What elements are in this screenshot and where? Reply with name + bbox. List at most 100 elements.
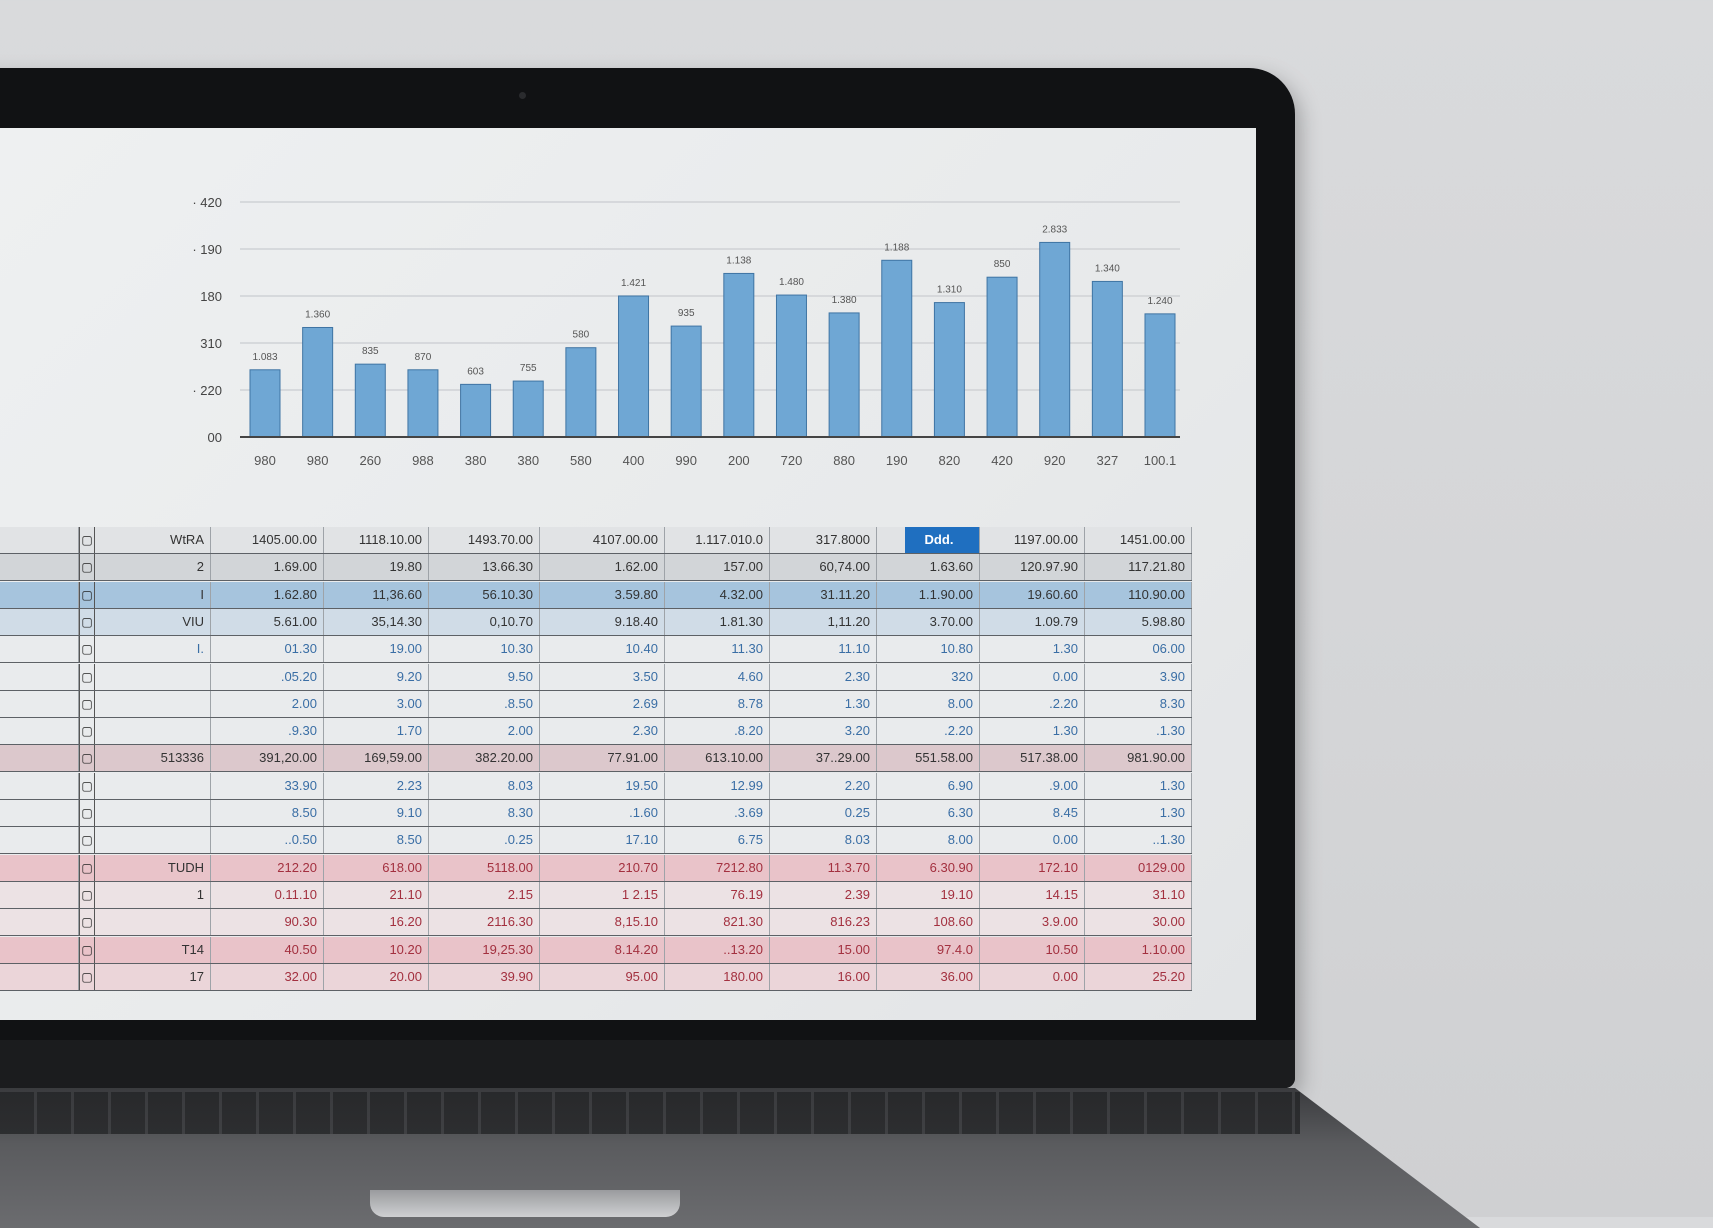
table-cell[interactable]: 1,11.20 bbox=[770, 608, 877, 635]
table-cell[interactable]: 3.50 bbox=[540, 663, 665, 690]
table-cell[interactable]: .2.20 bbox=[877, 718, 980, 745]
table-cell[interactable]: .9.00 bbox=[980, 772, 1085, 799]
bar[interactable] bbox=[565, 347, 597, 438]
table-cell[interactable]: 1118.10.00 bbox=[324, 527, 429, 553]
table-cell[interactable]: 0.25 bbox=[770, 800, 877, 826]
table-cell[interactable]: 108.60 bbox=[877, 909, 980, 936]
table-cell[interactable]: 30.00 bbox=[1085, 909, 1192, 936]
table-cell[interactable]: 2.30 bbox=[770, 663, 877, 690]
table-cell[interactable] bbox=[0, 827, 79, 854]
table-cell[interactable]: 172.10 bbox=[980, 854, 1085, 881]
checkbox-icon[interactable]: ▢ bbox=[79, 663, 95, 690]
table-cell[interactable] bbox=[0, 636, 79, 663]
table-cell[interactable]: 4107.00.00 bbox=[540, 527, 665, 553]
table-cell[interactable]: 25.20 bbox=[1085, 963, 1192, 990]
table-cell[interactable]: 11,36.60 bbox=[324, 581, 429, 608]
checkbox-icon[interactable]: ▢ bbox=[79, 909, 95, 936]
table-cell[interactable]: 2.23 bbox=[324, 772, 429, 799]
table-cell[interactable]: 56.10.30 bbox=[429, 581, 540, 608]
checkbox-icon[interactable]: ▢ bbox=[79, 608, 95, 635]
bar[interactable] bbox=[933, 302, 965, 438]
table-cell[interactable]: 7212.80 bbox=[665, 854, 770, 881]
table-cell[interactable] bbox=[0, 909, 79, 936]
table-cell[interactable]: .8.20 bbox=[665, 718, 770, 745]
bar[interactable] bbox=[828, 312, 860, 438]
table-cell[interactable]: 8.00 bbox=[877, 690, 980, 717]
table-cell[interactable]: 5.61.00 bbox=[211, 608, 324, 635]
table-cell[interactable]: 1.69.00 bbox=[211, 554, 324, 581]
table-cell[interactable]: 19.50 bbox=[540, 772, 665, 799]
table-cell[interactable]: 1493.70.00 bbox=[429, 527, 540, 553]
table-cell[interactable]: 2116.30 bbox=[429, 909, 540, 936]
row-label[interactable] bbox=[95, 827, 211, 854]
table-cell[interactable]: 19.00 bbox=[324, 636, 429, 663]
table-cell[interactable]: 10.80 bbox=[877, 636, 980, 663]
table-cell[interactable]: 6.75 bbox=[665, 827, 770, 854]
table-cell[interactable]: 1.62.80 bbox=[211, 581, 324, 608]
checkbox-icon[interactable]: ▢ bbox=[79, 936, 95, 963]
table-cell[interactable]: 1.63.60 bbox=[877, 554, 980, 581]
table-cell[interactable]: 3.90 bbox=[1085, 663, 1192, 690]
table-cell[interactable]: 1.30 bbox=[1085, 800, 1192, 826]
table-cell[interactable]: 1.1.90.00 bbox=[877, 581, 980, 608]
table-cell[interactable]: 90.30 bbox=[211, 909, 324, 936]
table-cell[interactable]: 816.23 bbox=[770, 909, 877, 936]
table-cell[interactable]: 1.30 bbox=[980, 636, 1085, 663]
table-cell[interactable]: 3.9.00 bbox=[980, 909, 1085, 936]
table-cell[interactable]: 2.00 bbox=[211, 690, 324, 717]
table-cell[interactable]: 6.90 bbox=[877, 772, 980, 799]
row-label[interactable]: WtRA bbox=[95, 527, 211, 553]
table-cell[interactable]: 210.70 bbox=[540, 854, 665, 881]
table-cell[interactable]: 32.00 bbox=[211, 963, 324, 990]
table-cell[interactable]: 4.32.00 bbox=[665, 581, 770, 608]
table-cell[interactable]: 0.00 bbox=[980, 663, 1085, 690]
bar[interactable] bbox=[1144, 313, 1176, 438]
row-label[interactable] bbox=[95, 909, 211, 936]
table-cell[interactable]: 9.10 bbox=[324, 800, 429, 826]
table-cell[interactable]: 6.30 bbox=[877, 800, 980, 826]
table-cell[interactable]: 1 2.15 bbox=[540, 881, 665, 908]
table-cell[interactable]: 2.39 bbox=[770, 881, 877, 908]
checkbox-icon[interactable]: ▢ bbox=[79, 881, 95, 908]
row-label[interactable]: 1 bbox=[95, 881, 211, 908]
row-label[interactable] bbox=[95, 663, 211, 690]
row-label[interactable]: 17 bbox=[95, 963, 211, 990]
table-cell[interactable] bbox=[0, 772, 79, 799]
table-cell[interactable] bbox=[0, 581, 79, 608]
table-cell[interactable]: 2.00 bbox=[429, 718, 540, 745]
table-cell[interactable]: 31.11.20 bbox=[770, 581, 877, 608]
table-cell[interactable]: .2.20 bbox=[980, 690, 1085, 717]
table-cell[interactable]: 3.20 bbox=[770, 718, 877, 745]
table-cell[interactable]: 9.50 bbox=[429, 663, 540, 690]
table-cell[interactable] bbox=[0, 690, 79, 717]
selected-cell[interactable]: Ddd. bbox=[905, 527, 980, 553]
table-cell[interactable]: 10.40 bbox=[540, 636, 665, 663]
row-label[interactable]: I bbox=[95, 581, 211, 608]
table-cell[interactable]: 10.20 bbox=[324, 936, 429, 963]
bar[interactable] bbox=[249, 369, 281, 438]
bar[interactable] bbox=[881, 259, 913, 438]
table-cell[interactable]: 1.30 bbox=[980, 718, 1085, 745]
bar[interactable] bbox=[1091, 280, 1123, 438]
table-cell[interactable]: 391,20.00 bbox=[211, 745, 324, 772]
table-cell[interactable]: 8.00 bbox=[877, 827, 980, 854]
checkbox-icon[interactable]: ▢ bbox=[79, 690, 95, 717]
table-cell[interactable]: 33.90 bbox=[211, 772, 324, 799]
table-cell[interactable]: 19.10 bbox=[877, 881, 980, 908]
checkbox-icon[interactable]: ▢ bbox=[79, 636, 95, 663]
table-cell[interactable]: 157.00 bbox=[665, 554, 770, 581]
table-cell[interactable]: 613.10.00 bbox=[665, 745, 770, 772]
table-cell[interactable]: 1.117.010.0 bbox=[665, 527, 770, 553]
bar[interactable] bbox=[407, 369, 439, 438]
table-cell[interactable]: 10.50 bbox=[980, 936, 1085, 963]
table-cell[interactable] bbox=[0, 800, 79, 826]
table-cell[interactable] bbox=[0, 963, 79, 990]
table-cell[interactable]: 19.60.60 bbox=[980, 581, 1085, 608]
table-cell[interactable]: 2.20 bbox=[770, 772, 877, 799]
table-cell[interactable]: 8.45 bbox=[980, 800, 1085, 826]
table-cell[interactable]: 10.30 bbox=[429, 636, 540, 663]
table-cell[interactable]: 14.15 bbox=[980, 881, 1085, 908]
table-cell[interactable] bbox=[0, 718, 79, 745]
table-cell[interactable]: 8.78 bbox=[665, 690, 770, 717]
table-cell[interactable]: 11.30 bbox=[665, 636, 770, 663]
